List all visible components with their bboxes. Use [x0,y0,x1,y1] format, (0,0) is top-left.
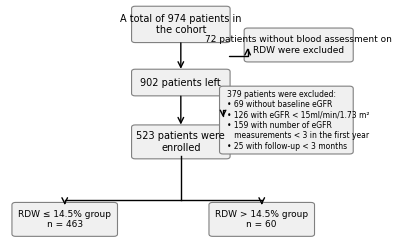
Text: RDW ≤ 14.5% group
n = 463: RDW ≤ 14.5% group n = 463 [18,210,111,229]
Text: 902 patients left: 902 patients left [140,77,221,87]
FancyBboxPatch shape [12,202,118,236]
Text: 379 patients were excluded:
• 69 without baseline eGFR
• 126 with eGFR < 15ml/mi: 379 patients were excluded: • 69 without… [226,90,369,151]
Text: 523 patients were
enrolled: 523 patients were enrolled [136,131,225,153]
FancyBboxPatch shape [132,69,230,96]
Text: RDW > 14.5% group
n = 60: RDW > 14.5% group n = 60 [215,210,308,229]
Text: A total of 974 patients in
the cohort: A total of 974 patients in the cohort [120,14,242,35]
FancyBboxPatch shape [132,125,230,159]
FancyBboxPatch shape [244,28,353,62]
FancyBboxPatch shape [132,6,230,43]
FancyBboxPatch shape [220,86,353,154]
Text: 72 patients without blood assessment on
RDW were excluded: 72 patients without blood assessment on … [205,35,392,55]
FancyBboxPatch shape [209,202,314,236]
